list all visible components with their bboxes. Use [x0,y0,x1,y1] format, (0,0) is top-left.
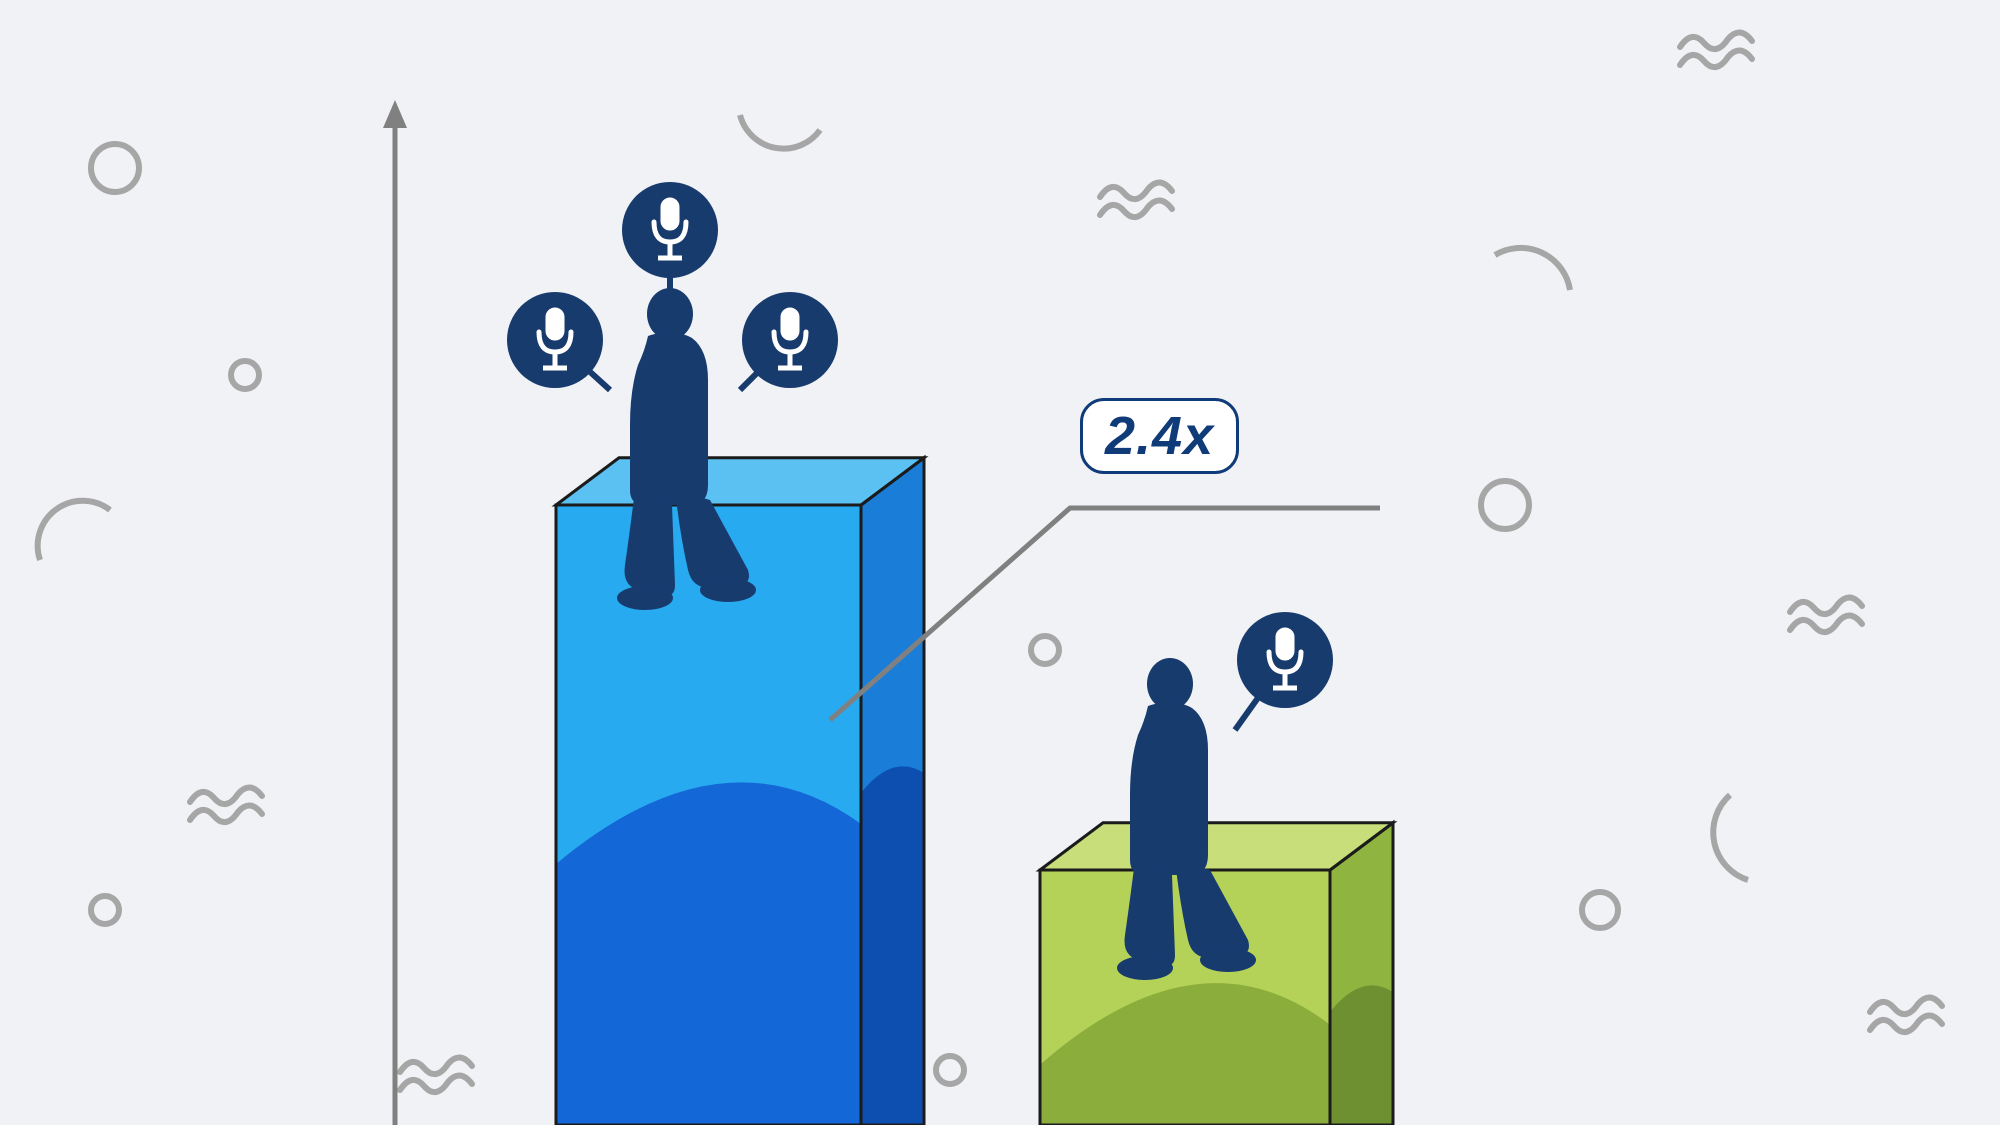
infographic-canvas [0,0,2000,1125]
bar-right [1040,823,1393,1125]
microphone-icon [507,292,603,388]
ratio-value: 2.4x [1105,406,1214,466]
microphone-icon [622,182,718,278]
ratio-callout: 2.4x [1080,398,1239,474]
microphone-icon [1237,612,1333,708]
microphone-icon [742,292,838,388]
background [0,0,2000,1125]
